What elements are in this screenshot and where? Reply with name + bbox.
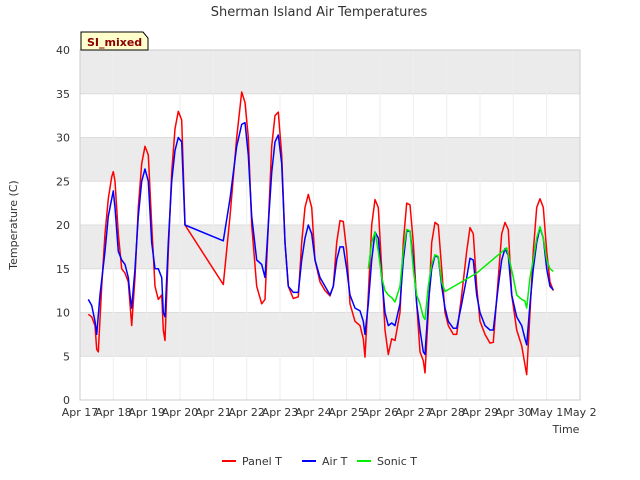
series-lines: [87, 91, 555, 376]
plot-band: [80, 93, 580, 138]
legend-label-sonic-t: Sonic T: [377, 455, 417, 468]
x-tick-label: Apr 26: [362, 406, 399, 419]
y-tick-label: 20: [56, 219, 70, 232]
y-axis-ticks: 0 5 10 15 20 25 30 35 40: [56, 44, 70, 407]
y-tick-label: 25: [56, 175, 70, 188]
y-tick-label: 15: [56, 263, 70, 276]
legend-label-air-t: Air T: [322, 455, 348, 468]
plot-bands: [80, 50, 580, 400]
plot-band: [80, 225, 580, 269]
legend-label-panel-t: Panel T: [242, 455, 282, 468]
plot-frame: [79, 49, 581, 401]
x-tick-label: Apr 25: [328, 406, 365, 419]
x-tick-label: Apr 28: [428, 406, 465, 419]
x-tick-label: May 2: [563, 406, 596, 419]
y-tick-label: 0: [63, 394, 70, 407]
y-tick-label: 40: [56, 44, 70, 57]
x-tick-label: Apr 27: [395, 406, 432, 419]
x-tick-label: Apr 30: [495, 406, 532, 419]
plot-band: [80, 356, 580, 400]
badge-box: [80, 31, 149, 51]
x-tick-label: Apr 21: [195, 406, 232, 419]
x-tick-label: Apr 19: [128, 406, 165, 419]
x-tick-label: Apr 23: [262, 406, 299, 419]
series-line-sonic-t: [367, 226, 554, 321]
x-tick-label: May 1: [530, 406, 563, 419]
x-tick-label: Apr 18: [95, 406, 132, 419]
x-tick-label: Apr 24: [295, 406, 332, 419]
chart-title: Sherman Island Air Temperatures: [211, 5, 428, 20]
y-tick-label: 5: [63, 350, 70, 363]
series-line-air-t: [87, 121, 554, 356]
x-axis-label: Time: [552, 423, 580, 436]
x-tick-label: Apr 29: [462, 406, 499, 419]
plot-band: [80, 181, 580, 225]
x-tick-label: Apr 17: [62, 406, 99, 419]
y-tick-label: 30: [56, 132, 70, 145]
legend: Panel T Air T Sonic T: [222, 455, 417, 468]
site-badge: SI_mixed: [80, 31, 149, 51]
plot-band: [80, 50, 580, 94]
plot-band: [80, 312, 580, 357]
y-axis-label: Temperature (C): [7, 180, 20, 270]
x-tick-label: Apr 22: [228, 406, 265, 419]
badge-label: SI_mixed: [87, 36, 142, 49]
y-tick-label: 10: [56, 307, 70, 320]
plot-band: [80, 137, 580, 182]
x-tick-label: Apr 20: [162, 406, 199, 419]
y-tick-label: 35: [56, 88, 70, 101]
